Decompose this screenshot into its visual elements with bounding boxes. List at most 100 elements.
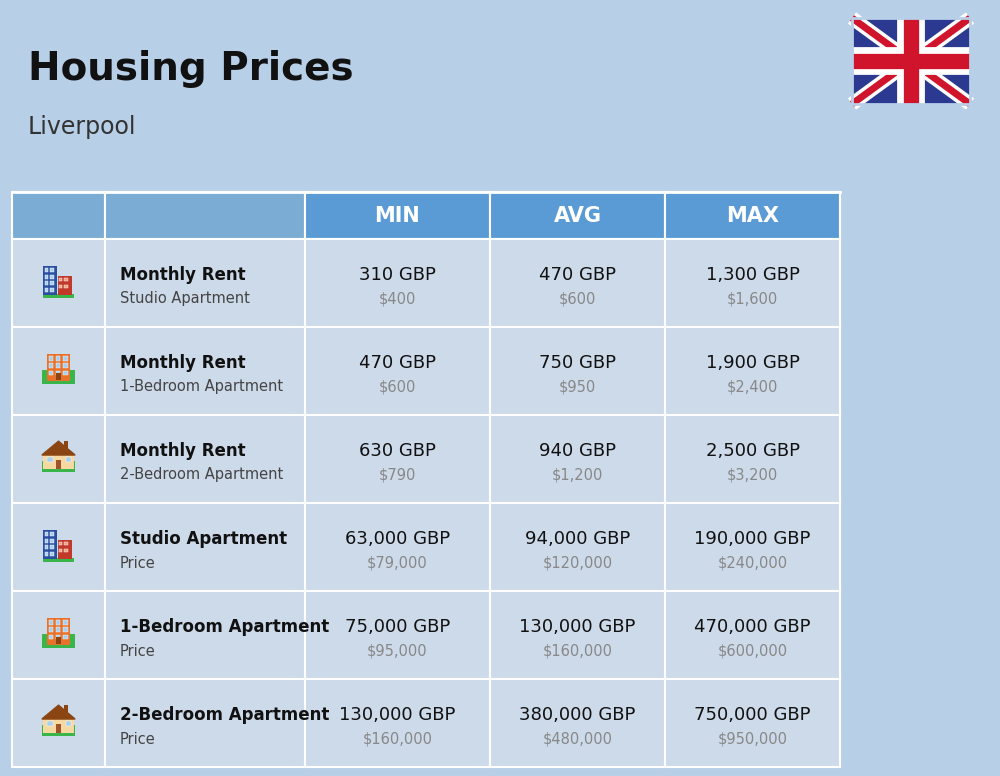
Bar (12, 415, 105, 503)
Text: MAX: MAX (726, 206, 779, 226)
Text: 130,000 GBP: 130,000 GBP (339, 706, 456, 724)
Text: $2,400: $2,400 (727, 379, 778, 394)
Bar (43, 558, 74, 562)
Bar (56, 628, 60, 632)
Text: $600: $600 (559, 292, 596, 307)
Bar (70, 370, 75, 380)
Bar (70, 725, 75, 733)
Text: $120,000: $120,000 (542, 556, 613, 570)
Text: $95,000: $95,000 (367, 643, 428, 659)
Bar (63, 620, 68, 625)
Text: Monthly Rent: Monthly Rent (120, 354, 246, 372)
Bar (305, 679, 490, 767)
Bar (43, 455, 74, 469)
Bar (12, 591, 105, 679)
Bar (49, 628, 53, 632)
Bar (305, 591, 490, 679)
Bar (490, 327, 665, 415)
Text: 750,000 GBP: 750,000 GBP (694, 706, 811, 724)
Bar (56, 460, 61, 469)
Bar (64, 442, 68, 449)
Bar (305, 503, 490, 591)
Bar (47, 355, 70, 380)
Text: 1-Bedroom Apartment: 1-Bedroom Apartment (120, 618, 329, 636)
Text: $600: $600 (379, 379, 416, 394)
Text: 1,300 GBP: 1,300 GBP (706, 266, 799, 284)
Bar (42, 379, 75, 383)
Bar (45, 553, 48, 556)
Text: $950,000: $950,000 (718, 732, 788, 747)
Bar (665, 192, 840, 239)
Bar (490, 192, 665, 239)
Bar (56, 635, 60, 639)
Bar (45, 546, 48, 549)
Bar (63, 628, 68, 632)
Text: $790: $790 (379, 467, 416, 483)
Text: MIN: MIN (375, 206, 420, 226)
Bar (665, 503, 840, 591)
Bar (50, 282, 54, 286)
Bar (50, 275, 54, 279)
Bar (45, 282, 48, 286)
Bar (66, 722, 71, 726)
Text: $160,000: $160,000 (362, 732, 432, 747)
Bar (305, 327, 490, 415)
Text: $950: $950 (559, 379, 596, 394)
Bar (58, 540, 72, 559)
Bar (490, 239, 665, 327)
Bar (56, 620, 60, 625)
Bar (50, 546, 54, 549)
Bar (42, 370, 47, 380)
Bar (64, 705, 68, 712)
Text: Liverpool: Liverpool (28, 115, 136, 139)
Bar (56, 373, 61, 380)
Bar (305, 415, 490, 503)
Bar (42, 733, 75, 736)
Text: Housing Prices: Housing Prices (28, 50, 354, 88)
Bar (64, 549, 68, 553)
Text: $240,000: $240,000 (717, 556, 788, 570)
Bar (70, 461, 75, 469)
Bar (64, 285, 68, 288)
Bar (12, 192, 105, 239)
Bar (490, 503, 665, 591)
Bar (50, 532, 54, 536)
Text: Price: Price (120, 732, 156, 747)
Bar (12, 327, 105, 415)
Text: 130,000 GBP: 130,000 GBP (519, 618, 636, 636)
Bar (12, 239, 105, 327)
Bar (49, 371, 53, 375)
Bar (56, 637, 61, 644)
Bar (665, 415, 840, 503)
Text: 470 GBP: 470 GBP (359, 354, 436, 372)
Bar (59, 549, 62, 553)
Bar (42, 461, 47, 469)
Text: 2,500 GBP: 2,500 GBP (706, 442, 800, 460)
Bar (490, 415, 665, 503)
Bar (56, 363, 60, 368)
Text: 190,000 GBP: 190,000 GBP (694, 530, 811, 548)
Text: $79,000: $79,000 (367, 556, 428, 570)
Text: $400: $400 (379, 292, 416, 307)
Bar (64, 542, 68, 546)
Bar (45, 288, 48, 292)
Bar (59, 278, 62, 282)
Bar (59, 542, 62, 546)
Bar (56, 724, 61, 733)
Bar (105, 239, 305, 327)
Bar (12, 503, 105, 591)
Text: Monthly Rent: Monthly Rent (120, 442, 246, 460)
Bar (70, 634, 75, 645)
Bar (56, 371, 60, 375)
Bar (852, 18, 970, 104)
Text: Monthly Rent: Monthly Rent (120, 266, 246, 284)
Bar (105, 327, 305, 415)
Bar (63, 356, 68, 361)
Text: 2-Bedroom Apartment: 2-Bedroom Apartment (120, 467, 283, 483)
Text: $1,600: $1,600 (727, 292, 778, 307)
Bar (43, 266, 57, 295)
Bar (42, 469, 75, 473)
Text: $160,000: $160,000 (542, 643, 612, 659)
Bar (63, 635, 68, 639)
Bar (490, 679, 665, 767)
